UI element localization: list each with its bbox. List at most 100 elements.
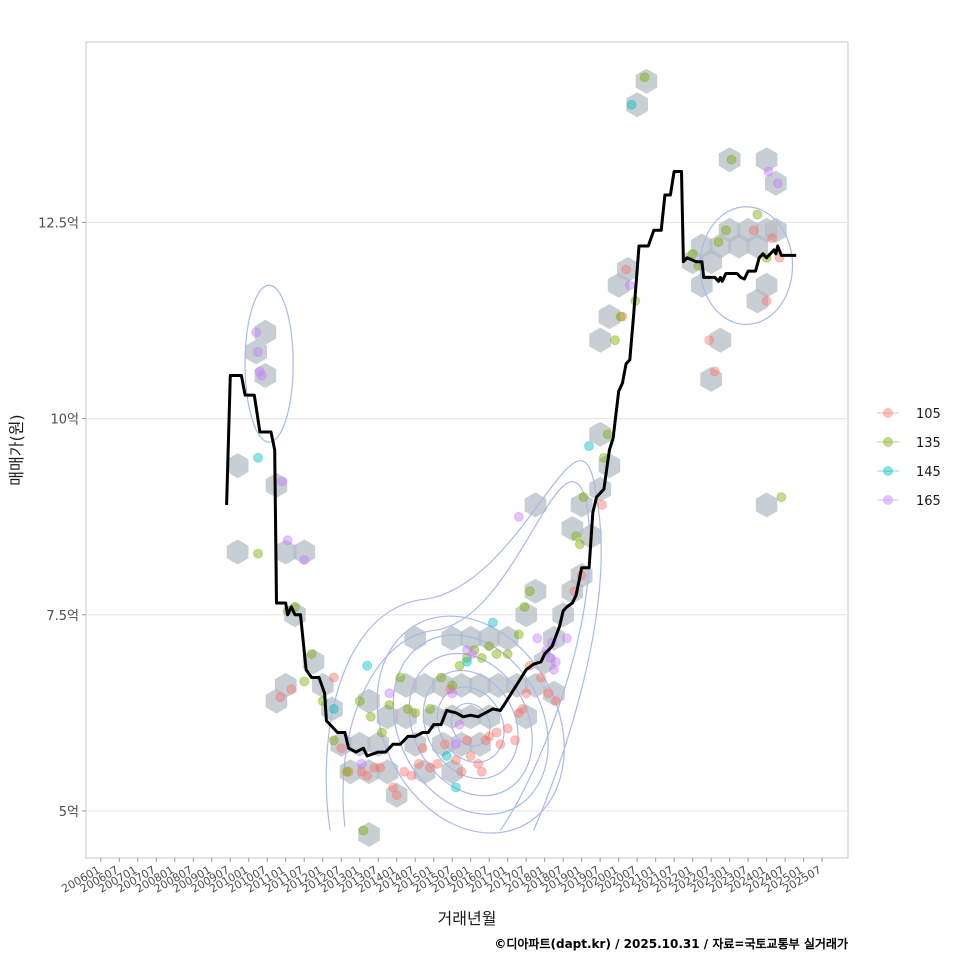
hexbin-cell xyxy=(376,759,399,785)
scatter-point-165 xyxy=(772,178,783,189)
legend-label: 105 xyxy=(916,407,941,422)
trend-line xyxy=(225,170,797,758)
hexbin-cell xyxy=(598,304,621,330)
hexbin-cell xyxy=(589,421,611,447)
scatter-point-135 xyxy=(713,237,724,248)
scatter-layer xyxy=(251,72,787,836)
scatter-point-105 xyxy=(513,707,524,718)
scatter-point-105 xyxy=(343,766,354,777)
density-contour xyxy=(325,460,602,831)
scatter-point-105 xyxy=(439,739,450,750)
density-contour xyxy=(244,284,294,443)
legend-key-point xyxy=(883,466,893,476)
scatter-point-105 xyxy=(336,743,347,754)
scatter-point-165 xyxy=(253,346,264,357)
scatter-point-145 xyxy=(253,452,264,463)
legend-key-point xyxy=(883,408,893,418)
scatter-point-105 xyxy=(502,723,513,734)
density-contour xyxy=(422,669,519,780)
density-contour xyxy=(699,206,794,326)
scatter-point-105 xyxy=(535,672,546,683)
hexbin-cell xyxy=(358,822,380,847)
scatter-point-105 xyxy=(425,762,436,773)
hexbin-cell xyxy=(515,602,537,628)
scatter-point-135 xyxy=(341,766,352,777)
legend-label: 135 xyxy=(916,436,941,451)
scatter-point-105 xyxy=(480,735,491,746)
scatter-point-165 xyxy=(251,327,262,338)
scatter-point-145 xyxy=(487,617,498,628)
legend-key-point xyxy=(883,437,893,447)
scatter-point-105 xyxy=(597,499,608,510)
scatter-point-135 xyxy=(425,703,436,714)
scatter-point-135 xyxy=(436,672,447,683)
hexbin-cell xyxy=(755,147,778,173)
y-tick-label: 5억 xyxy=(59,805,79,820)
y-tick-label: 10억 xyxy=(50,413,79,428)
scatter-point-135 xyxy=(447,680,458,691)
scatter-point-145 xyxy=(626,99,637,110)
scatter-point-135 xyxy=(726,154,737,165)
hexbin-cell xyxy=(254,363,277,388)
hexbin-cell xyxy=(293,539,316,565)
hexbin-cell xyxy=(617,257,639,282)
scatter-point-105 xyxy=(517,703,528,714)
scatter-point-165 xyxy=(254,366,265,377)
scatter-point-135 xyxy=(454,660,465,671)
hexbin-cell xyxy=(755,492,778,518)
hexbin-cell xyxy=(635,68,658,94)
scatter-point-145 xyxy=(362,660,373,671)
hexbin-cell xyxy=(339,759,362,785)
hexbin-cell xyxy=(274,539,297,565)
scatter-point-165 xyxy=(532,633,543,644)
scatter-point-165 xyxy=(356,758,367,769)
hexbin-cell xyxy=(459,625,482,651)
scatter-point-105 xyxy=(484,731,495,742)
scatter-point-165 xyxy=(256,370,267,381)
scatter-point-135 xyxy=(513,629,524,640)
scatter-point-105 xyxy=(391,790,402,801)
scatter-point-135 xyxy=(602,429,613,440)
scatter-point-135 xyxy=(578,492,589,503)
hexbin-cell xyxy=(254,319,277,345)
scatter-point-165 xyxy=(548,664,559,675)
hexbin-cell xyxy=(450,731,473,757)
density-contour xyxy=(450,702,491,747)
scatter-point-145 xyxy=(441,751,452,761)
y-tick-label: 7.5억 xyxy=(46,609,79,624)
scatter-point-135 xyxy=(358,825,369,836)
x-axis-ticks: 2006012006072007012007072008012008072009… xyxy=(59,858,824,896)
density-contour xyxy=(376,615,565,834)
scatter-point-105 xyxy=(465,751,476,761)
legend-key-point xyxy=(883,495,893,505)
scatter-point-105 xyxy=(495,739,506,750)
hexbin-cell xyxy=(432,731,454,757)
y-axis-title: 매매가(원) xyxy=(7,414,26,485)
hexbin-cell xyxy=(561,516,584,541)
scatter-point-105 xyxy=(491,727,502,738)
hexbin-cell xyxy=(524,492,547,518)
hexbin-cell xyxy=(395,704,417,730)
scatter-point-105 xyxy=(369,762,380,773)
scatter-point-135 xyxy=(484,641,495,652)
scatter-point-165 xyxy=(462,645,472,656)
scatter-point-105 xyxy=(286,684,297,695)
hexbin-cell xyxy=(459,704,482,730)
scatter-point-105 xyxy=(476,766,487,777)
scatter-point-105 xyxy=(388,782,399,793)
scatter-point-105 xyxy=(456,766,467,777)
scatter-point-165 xyxy=(561,633,572,644)
y-axis-ticks: 5억 7.5억 10억 12.5억 xyxy=(38,216,86,820)
hexbin-cell xyxy=(718,147,741,173)
hexbin-cell xyxy=(524,578,547,604)
scatter-point-135 xyxy=(384,700,395,710)
scatter-point-165 xyxy=(282,535,293,546)
y-tick-label: 12.5억 xyxy=(38,216,79,231)
scatter-point-165 xyxy=(454,719,465,730)
hexbin-cell xyxy=(478,625,500,651)
scatter-point-135 xyxy=(462,652,472,663)
scatter-point-135 xyxy=(609,335,620,346)
scatter-point-105 xyxy=(356,766,367,777)
hexbin-cell xyxy=(302,649,325,675)
